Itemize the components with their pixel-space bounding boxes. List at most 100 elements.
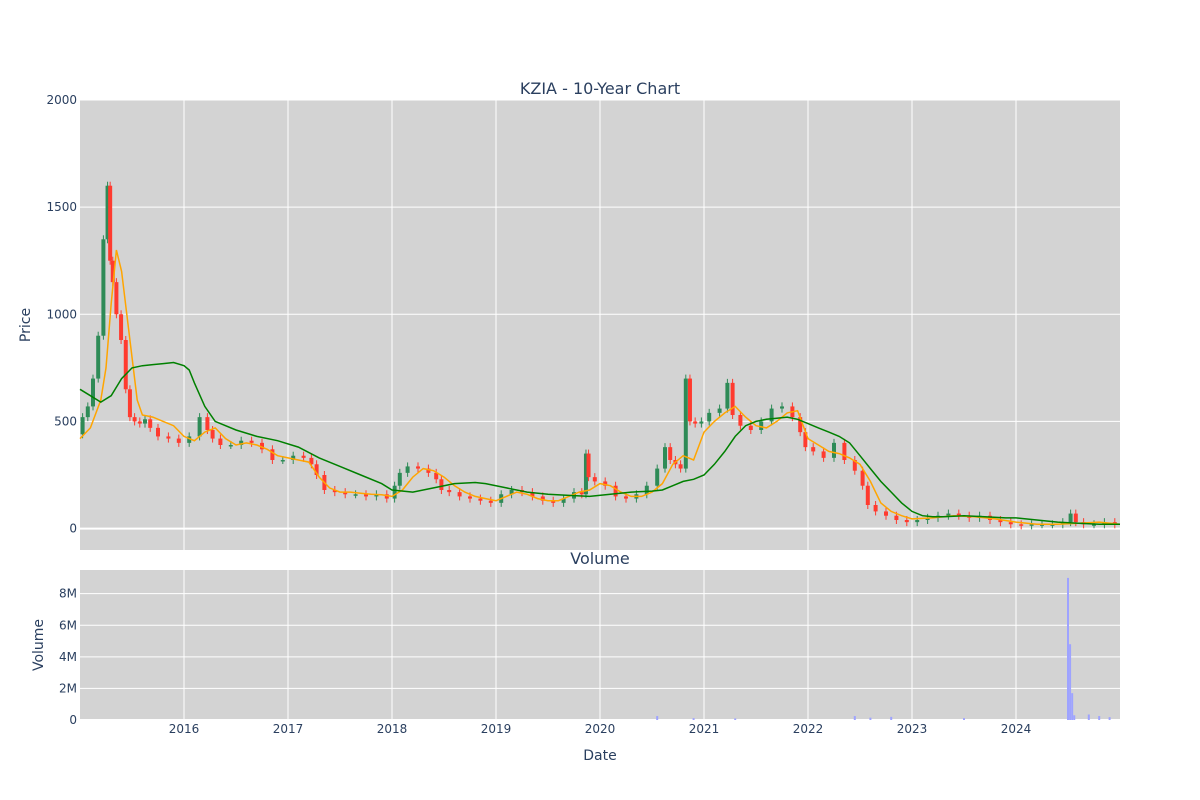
candle-up: [397, 472, 402, 486]
volume-bar: [890, 716, 893, 720]
candle-down: [730, 382, 735, 415]
candle-down: [119, 314, 124, 340]
candle-down: [693, 421, 698, 424]
volume-y-tick-label: 2M: [59, 681, 77, 695]
candle-down: [114, 282, 119, 315]
volume-bar: [869, 717, 872, 720]
candle-down: [332, 490, 337, 493]
candle-down: [210, 430, 215, 439]
candle-up: [583, 453, 588, 495]
candle-down: [540, 496, 545, 501]
candle-down: [668, 447, 673, 460]
candle-down: [748, 425, 753, 430]
date-x-tick-label: 2017: [273, 722, 304, 736]
candle-down: [678, 464, 683, 469]
volume-bar: [1071, 693, 1074, 720]
candle-up: [187, 436, 192, 443]
candle-down: [530, 492, 535, 497]
candle-up: [683, 378, 688, 469]
candle-down: [821, 451, 826, 458]
price-y-tick-label: 1000: [46, 307, 77, 321]
candle-down: [842, 442, 847, 460]
candle-down: [270, 449, 275, 460]
date-x-tick-label: 2019: [481, 722, 512, 736]
candle-down: [738, 415, 743, 426]
candle-up: [561, 498, 566, 503]
volume-bar: [1073, 715, 1076, 720]
candle-down: [426, 468, 431, 473]
volume-y-tick-label: 0: [69, 713, 77, 727]
candle-up: [143, 419, 147, 424]
candle-down: [687, 378, 692, 422]
candle-down: [123, 340, 128, 390]
candle-down: [364, 494, 368, 497]
candle-up: [96, 335, 101, 379]
candle-down: [468, 496, 472, 499]
date-x-tick-label: 2018: [377, 722, 408, 736]
candle-up: [85, 406, 90, 418]
candle-down: [904, 520, 909, 523]
volume-bar: [963, 718, 965, 720]
candle-up: [228, 445, 233, 447]
candle-down: [592, 477, 597, 482]
candle-down: [478, 498, 483, 501]
candle-up: [769, 408, 774, 422]
candle-down: [343, 492, 348, 495]
candle-down: [603, 481, 608, 486]
candle-up: [239, 440, 244, 445]
candle-down: [205, 417, 210, 430]
candle-up: [509, 490, 514, 495]
candle-up: [699, 421, 704, 424]
candle-down: [314, 464, 319, 475]
candle-down: [894, 515, 899, 520]
candle-up: [780, 406, 784, 409]
volume-bar: [1108, 717, 1111, 720]
candle-down: [1019, 524, 1024, 526]
candle-up: [759, 421, 764, 430]
candle-up: [91, 378, 95, 407]
price-y-tick-label: 2000: [46, 93, 77, 107]
candle-down: [127, 389, 132, 418]
candle-up: [80, 417, 85, 435]
date-axis-label: Date: [583, 748, 616, 764]
candle-up: [353, 494, 358, 496]
candle-up: [925, 517, 930, 520]
candle-down: [998, 520, 1003, 523]
candle-down: [439, 479, 444, 490]
volume-y-tick-label: 8M: [59, 587, 77, 601]
candle-down: [108, 185, 113, 261]
candle-down: [551, 500, 556, 503]
candle-up: [946, 513, 951, 516]
candle-down: [852, 460, 857, 471]
candle-up: [1060, 522, 1065, 525]
candle-down: [110, 260, 115, 283]
candle-down: [434, 472, 439, 480]
volume-gridlines: [80, 570, 1120, 721]
candle-down: [798, 417, 803, 433]
price-y-tick-label: 0: [69, 522, 77, 536]
candle-down: [176, 438, 181, 443]
volume-bars: [656, 577, 1111, 720]
candle-down: [260, 442, 264, 450]
candle-down: [309, 457, 314, 465]
date-x-tick-label: 2016: [169, 722, 200, 736]
candle-up: [1029, 524, 1034, 526]
volume-bar: [734, 718, 737, 720]
ma20-line: [79, 249, 1121, 526]
candle-down: [249, 440, 254, 443]
candle-up: [832, 442, 836, 458]
candle-down: [873, 505, 878, 512]
candle-up: [717, 408, 722, 413]
volume-axis-label: Volume: [31, 619, 47, 671]
date-x-tick-label: 2024: [1001, 722, 1032, 736]
candle-down: [384, 494, 389, 499]
date-x-ticks: 2016 2017 2018 2019 2020 2021 2022 2023 2024: [169, 722, 1032, 736]
price-panel: 0 500 1000 1500 2000 Price: [18, 93, 1121, 550]
candle-down: [457, 492, 462, 497]
chart-title: KZIA - 10-Year Chart: [520, 79, 680, 98]
candle-up: [1068, 513, 1073, 523]
candle-down: [956, 513, 961, 516]
candle-down: [137, 421, 142, 424]
date-x-tick-label: 2021: [689, 722, 720, 736]
